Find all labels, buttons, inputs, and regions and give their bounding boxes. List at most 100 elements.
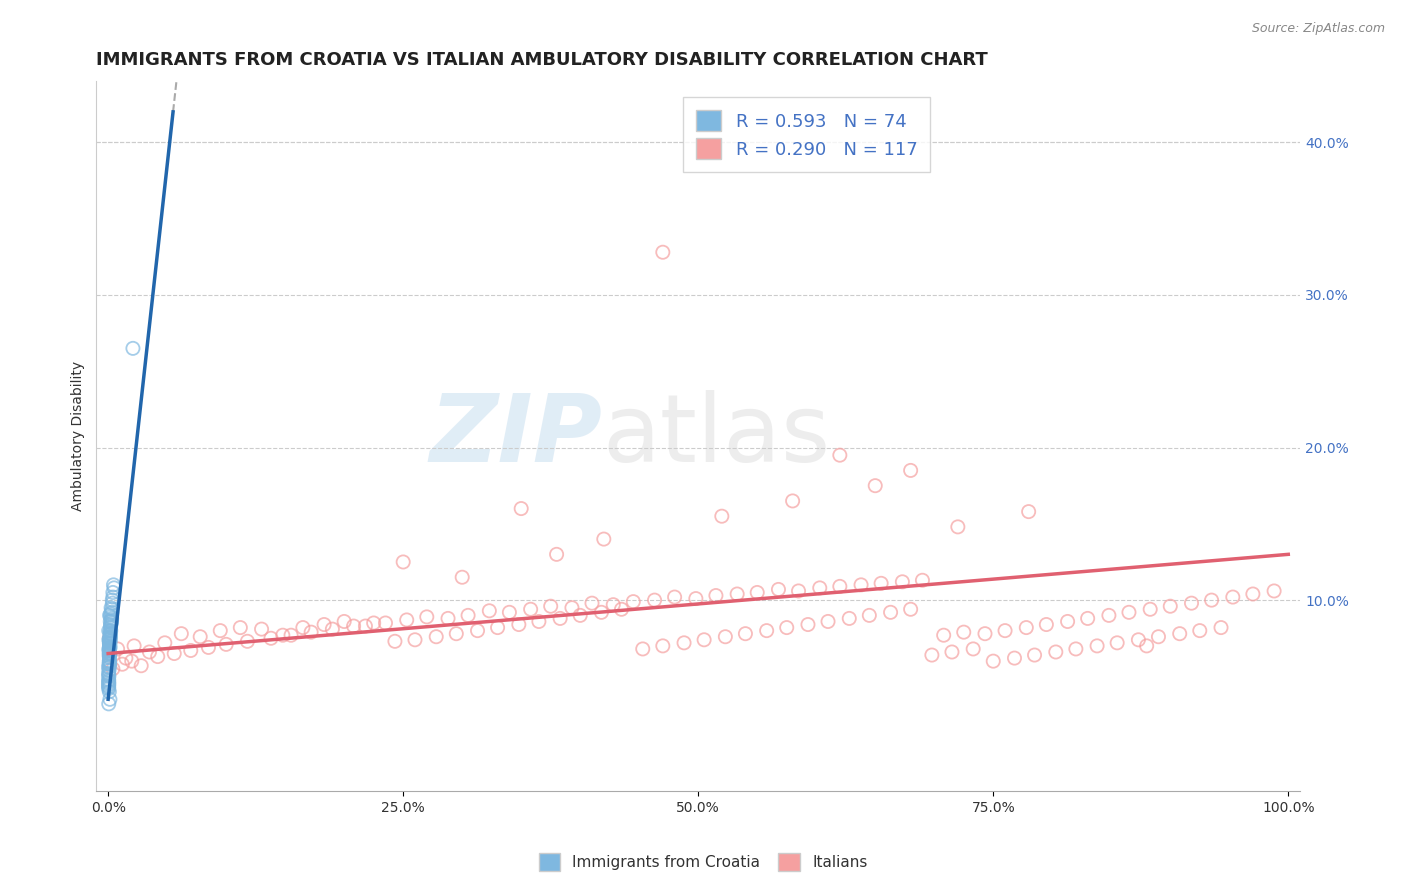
- Point: [271, 628, 294, 642]
- Point: [581, 596, 603, 610]
- Text: Source: ZipAtlas.com: Source: ZipAtlas.com: [1251, 22, 1385, 36]
- Point: [486, 621, 509, 635]
- Point: [1045, 645, 1067, 659]
- Point: [591, 605, 613, 619]
- Point: [808, 581, 831, 595]
- Point: [858, 608, 880, 623]
- Point: [98, 634, 121, 648]
- Point: [129, 658, 152, 673]
- Point: [1085, 639, 1108, 653]
- Point: [478, 604, 501, 618]
- Point: [1035, 617, 1057, 632]
- Point: [98, 643, 121, 657]
- Point: [747, 585, 769, 599]
- Point: [673, 636, 696, 650]
- Point: [97, 679, 120, 693]
- Point: [776, 621, 799, 635]
- Point: [569, 608, 592, 623]
- Point: [932, 628, 955, 642]
- Point: [101, 596, 124, 610]
- Point: [395, 613, 418, 627]
- Point: [1241, 587, 1264, 601]
- Point: [540, 599, 562, 614]
- Point: [98, 636, 121, 650]
- Point: [941, 645, 963, 659]
- Point: [374, 615, 396, 630]
- Point: [97, 675, 120, 690]
- Point: [651, 639, 673, 653]
- Point: [467, 624, 489, 638]
- Point: [107, 642, 129, 657]
- Point: [621, 594, 644, 608]
- Point: [121, 654, 143, 668]
- Point: [631, 642, 654, 657]
- Point: [1064, 642, 1087, 657]
- Point: [100, 607, 122, 621]
- Point: [1128, 632, 1150, 647]
- Point: [100, 605, 122, 619]
- Point: [546, 547, 568, 561]
- Point: [98, 656, 121, 670]
- Point: [197, 640, 219, 655]
- Point: [98, 640, 121, 655]
- Point: [299, 625, 322, 640]
- Point: [98, 684, 121, 698]
- Point: [457, 608, 479, 623]
- Point: [870, 576, 893, 591]
- Point: [1180, 596, 1202, 610]
- Point: [97, 666, 120, 681]
- Point: [98, 634, 121, 648]
- Point: [828, 448, 851, 462]
- Point: [354, 619, 377, 633]
- Point: [98, 645, 121, 659]
- Point: [1107, 636, 1129, 650]
- Point: [97, 669, 120, 683]
- Point: [98, 657, 121, 672]
- Point: [291, 621, 314, 635]
- Point: [98, 632, 121, 646]
- Text: IMMIGRANTS FROM CROATIA VS ITALIAN AMBULATORY DISABILITY CORRELATION CHART: IMMIGRANTS FROM CROATIA VS ITALIAN AMBUL…: [97, 51, 988, 69]
- Point: [101, 585, 124, 599]
- Point: [97, 632, 120, 647]
- Point: [100, 617, 122, 632]
- Point: [416, 610, 439, 624]
- Point: [97, 697, 120, 711]
- Point: [900, 463, 922, 477]
- Point: [921, 648, 943, 662]
- Point: [98, 647, 121, 661]
- Point: [170, 626, 193, 640]
- Point: [250, 622, 273, 636]
- Point: [510, 501, 533, 516]
- Point: [879, 605, 901, 619]
- Point: [280, 628, 302, 642]
- Point: [98, 642, 121, 657]
- Point: [1004, 651, 1026, 665]
- Point: [797, 617, 820, 632]
- Point: [425, 630, 447, 644]
- Point: [508, 617, 530, 632]
- Point: [98, 608, 121, 623]
- Point: [952, 625, 974, 640]
- Point: [98, 630, 121, 644]
- Point: [100, 611, 122, 625]
- Point: [97, 660, 120, 674]
- Point: [685, 591, 707, 606]
- Point: [644, 593, 666, 607]
- Point: [100, 626, 122, 640]
- Point: [1168, 626, 1191, 640]
- Point: [498, 605, 520, 619]
- Point: [1201, 593, 1223, 607]
- Point: [1098, 608, 1121, 623]
- Point: [98, 692, 121, 706]
- Point: [1018, 505, 1040, 519]
- Point: [451, 570, 474, 584]
- Point: [260, 632, 283, 646]
- Point: [994, 624, 1017, 638]
- Point: [97, 668, 120, 682]
- Point: [1015, 621, 1038, 635]
- Point: [1077, 611, 1099, 625]
- Point: [704, 589, 727, 603]
- Point: [100, 613, 122, 627]
- Text: ZIP: ZIP: [429, 390, 602, 482]
- Point: [103, 581, 125, 595]
